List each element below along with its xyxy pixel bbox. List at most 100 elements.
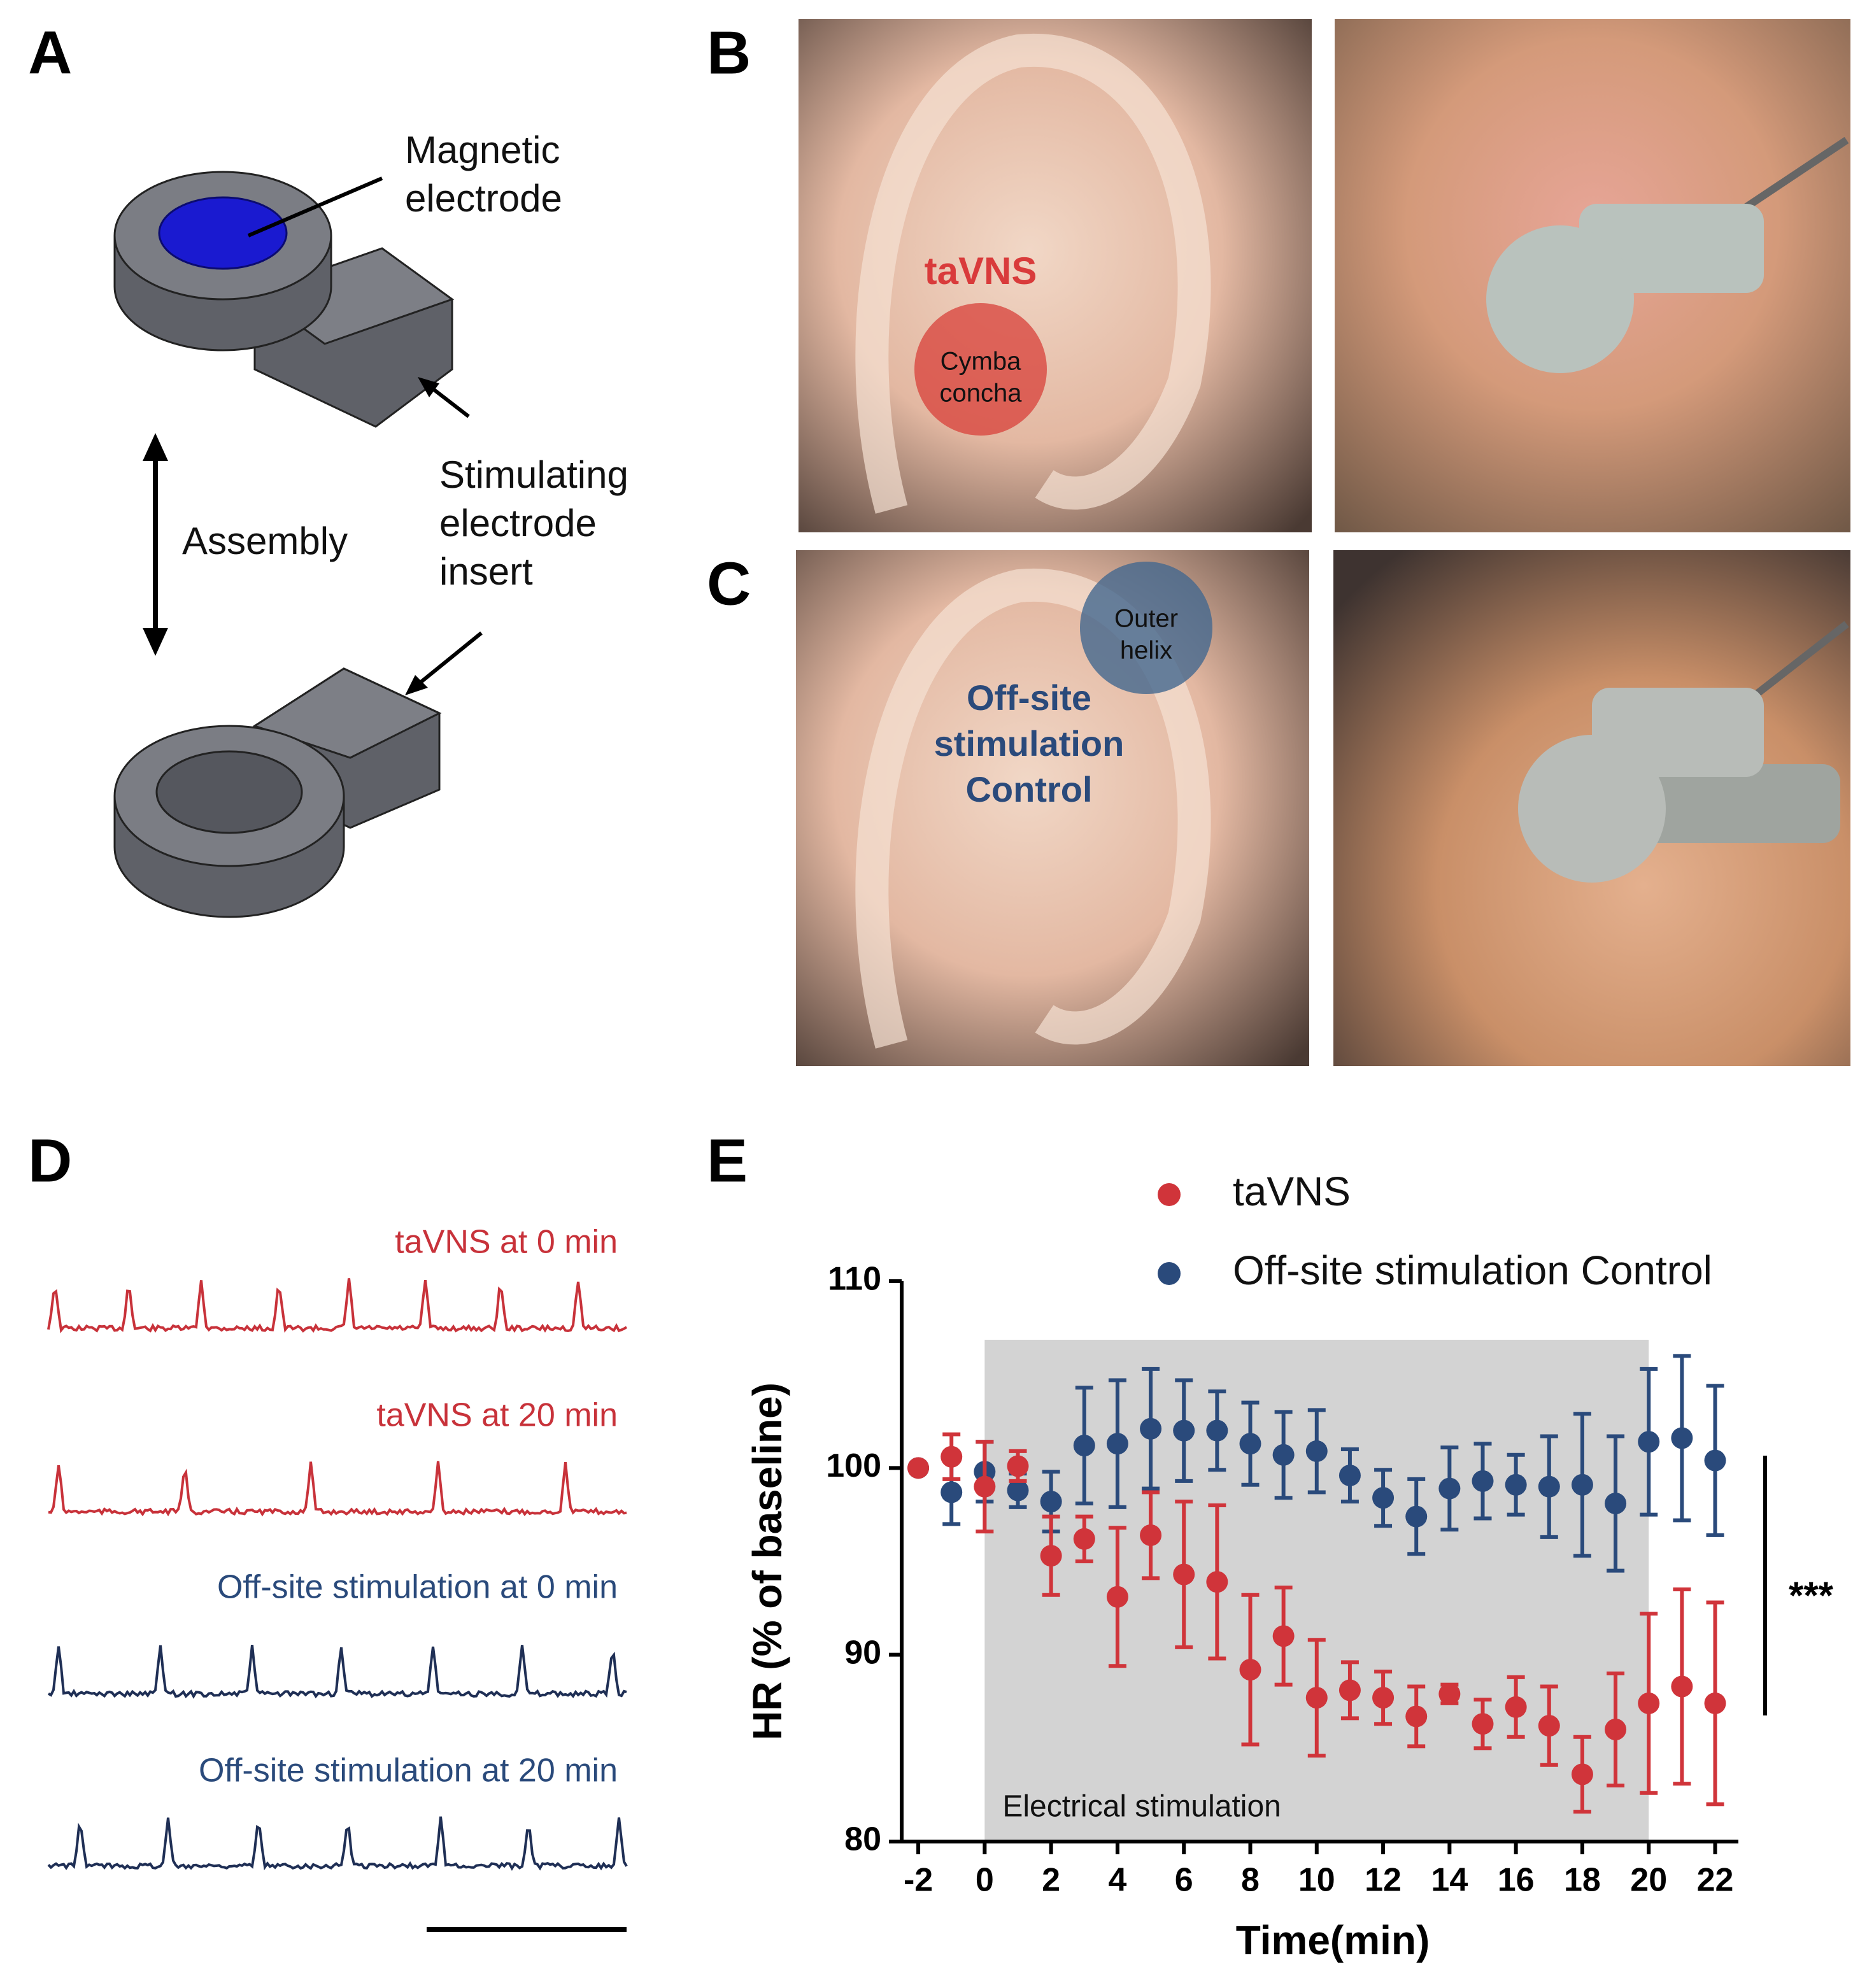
data-point: [1372, 1687, 1395, 1709]
annotation: insert: [439, 550, 533, 593]
data-point: [1505, 1696, 1527, 1718]
annotation: helix: [1120, 637, 1172, 665]
data-point: [1405, 1705, 1428, 1728]
data-point: [1272, 1444, 1295, 1466]
data-point: [941, 1445, 963, 1468]
data-point: [1372, 1487, 1395, 1509]
data-point: [1007, 1455, 1029, 1477]
data-point: [1305, 1687, 1328, 1709]
data-point: [1140, 1417, 1162, 1440]
data-point: [1073, 1435, 1095, 1457]
x-tick-label: 8: [1241, 1862, 1260, 1899]
annotation: Off-site: [967, 678, 1091, 718]
data-point: [1538, 1715, 1560, 1737]
data-point: [1438, 1683, 1461, 1705]
ecg-trace: [47, 1278, 628, 1333]
data-point: [1571, 1473, 1593, 1496]
x-tick-label: 6: [1175, 1862, 1193, 1899]
y-tick-label: 80: [844, 1821, 881, 1858]
device-top: [113, 171, 470, 428]
electrode-probe: [1486, 137, 1849, 373]
data-point: [1438, 1477, 1461, 1500]
data-point: [1173, 1419, 1195, 1442]
trace-label: taVNS at 20 min: [376, 1397, 618, 1434]
panel-label: A: [28, 18, 72, 87]
electrode-probe: [1518, 621, 1849, 883]
trace-label: taVNS at 0 min: [395, 1224, 618, 1261]
data-point: [1206, 1571, 1228, 1593]
x-axis-label: Time(min): [1236, 1917, 1430, 1963]
x-tick-label: 4: [1108, 1862, 1126, 1899]
annotation: Control: [965, 769, 1092, 809]
x-tick-label: 10: [1298, 1862, 1335, 1899]
data-point: [1605, 1493, 1627, 1515]
y-tick-label: 90: [844, 1634, 881, 1671]
data-point: [1704, 1449, 1726, 1472]
annotation: stimulation: [934, 723, 1125, 763]
data-point: [1472, 1713, 1494, 1735]
annotation: Assembly: [182, 520, 348, 562]
site-marker: [1080, 562, 1212, 694]
y-tick-label: 100: [826, 1447, 881, 1484]
data-point: [1272, 1625, 1295, 1647]
data-point: [1007, 1479, 1029, 1502]
data-point: [974, 1475, 996, 1498]
ecg-trace: [48, 1461, 627, 1517]
shade-label: Electrical stimulation: [1002, 1790, 1281, 1824]
data-point: [1638, 1692, 1660, 1714]
legend-marker: [1158, 1262, 1181, 1285]
panel-label: B: [707, 18, 751, 87]
legend-label: Off-site stimulation Control: [1233, 1247, 1712, 1293]
x-tick-label: -2: [904, 1862, 933, 1899]
data-point: [1704, 1692, 1726, 1714]
x-tick-label: 16: [1498, 1862, 1535, 1899]
legend-label: taVNS: [1233, 1168, 1351, 1214]
x-tick-label: 2: [1042, 1862, 1060, 1899]
data-point: [1671, 1427, 1693, 1449]
data-point: [907, 1457, 930, 1479]
data-point: [1239, 1659, 1261, 1681]
data-point: [941, 1481, 963, 1503]
trace-label: Off-site stimulation at 0 min: [217, 1569, 618, 1606]
annotation: Cymba: [941, 348, 1021, 376]
data-point: [1106, 1433, 1128, 1455]
data-point: [1073, 1528, 1095, 1550]
data-point: [1305, 1440, 1328, 1462]
data-point: [1571, 1763, 1593, 1786]
annotation: electrode: [439, 502, 597, 544]
data-point: [1338, 1465, 1361, 1487]
data-point: [1040, 1545, 1062, 1567]
x-tick-label: 20: [1630, 1862, 1667, 1899]
data-point: [1206, 1419, 1228, 1442]
annotation: Outer: [1114, 605, 1178, 633]
data-point: [1140, 1524, 1162, 1546]
data-point: [1472, 1470, 1494, 1492]
significance: ***: [1789, 1574, 1834, 1617]
annotation: concha: [940, 380, 1023, 408]
data-point: [1173, 1563, 1195, 1586]
panel-label: D: [28, 1126, 72, 1195]
data-point: [1106, 1586, 1128, 1608]
x-tick-label: 14: [1431, 1862, 1468, 1899]
ecg-trace: [48, 1644, 627, 1699]
data-point: [1405, 1505, 1428, 1528]
x-tick-label: 22: [1697, 1862, 1734, 1899]
annotation: electrode: [405, 177, 562, 220]
ecg-trace: [47, 1816, 628, 1871]
x-tick-label: 18: [1564, 1862, 1601, 1899]
data-point: [1239, 1433, 1261, 1455]
annotation: Magnetic: [405, 129, 560, 171]
panel-label: C: [707, 550, 751, 618]
data-point: [1505, 1473, 1527, 1496]
data-point: [1538, 1475, 1560, 1498]
panel-label: E: [707, 1126, 748, 1195]
data-point: [1605, 1719, 1627, 1740]
x-tick-label: 12: [1365, 1862, 1402, 1899]
trace-label: Off-site stimulation at 20 min: [199, 1752, 618, 1789]
data-point: [1638, 1431, 1660, 1453]
data-point: [1338, 1679, 1361, 1701]
data-point: [1040, 1491, 1062, 1513]
site-marker: [914, 303, 1047, 436]
y-axis-label: HR (% of baseline): [744, 1382, 790, 1740]
